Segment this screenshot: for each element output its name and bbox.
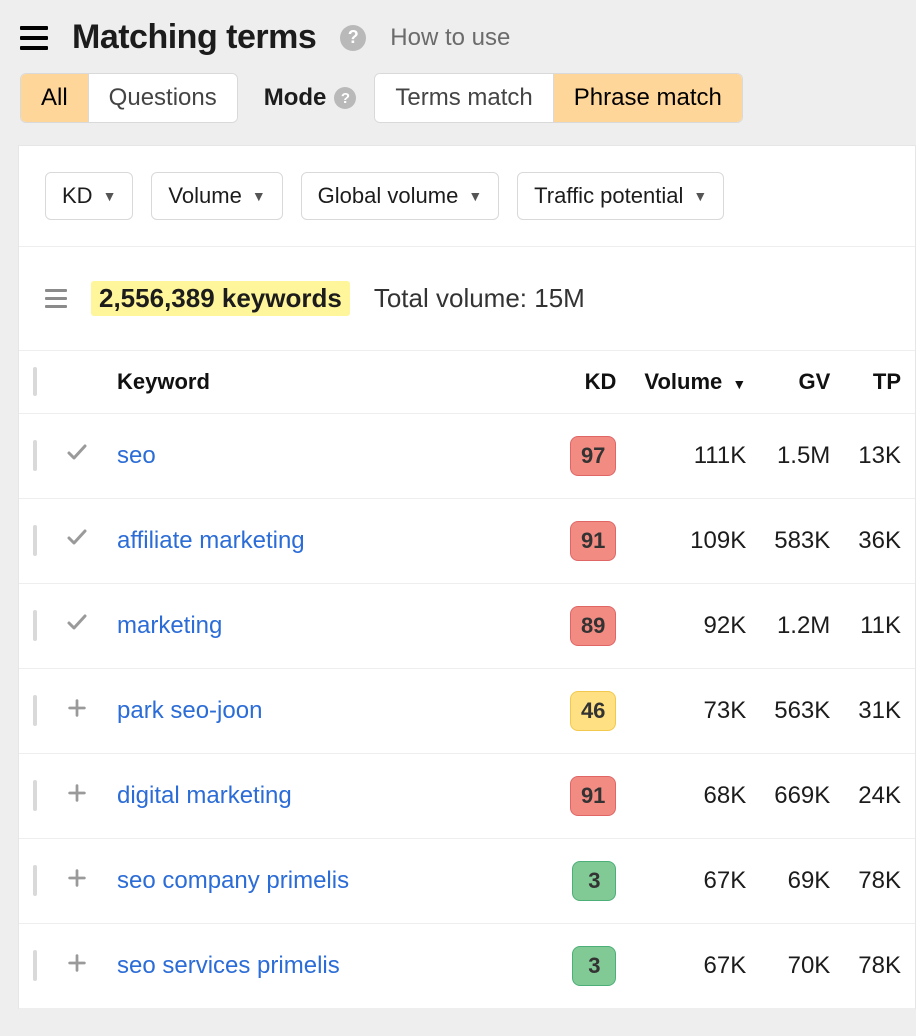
cell-volume: 67K (630, 924, 760, 1009)
keyword-link[interactable]: seo (117, 442, 156, 469)
total-volume: Total volume: 15M (374, 283, 585, 314)
cell-gv: 669K (760, 754, 844, 839)
plus-icon[interactable] (65, 866, 89, 890)
cell-volume: 109K (630, 499, 760, 584)
col-volume-label: Volume (644, 369, 722, 394)
kd-badge: 91 (570, 521, 616, 561)
chevron-down-icon: ▼ (103, 188, 117, 204)
cell-gv: 1.2M (760, 584, 844, 669)
results-panel: KD▼Volume▼Global volume▼Traffic potentia… (18, 145, 916, 1009)
filter-label: KD (62, 183, 93, 209)
cell-tp: 24K (844, 754, 915, 839)
filter-label: Traffic potential (534, 183, 683, 209)
cell-volume: 67K (630, 839, 760, 924)
how-to-use-link[interactable]: How to use (390, 24, 510, 52)
col-gv[interactable]: GV (760, 351, 844, 414)
cell-gv: 583K (760, 499, 844, 584)
filter-label: Volume (168, 183, 241, 209)
col-checkbox (19, 351, 51, 414)
filter-global-volume[interactable]: Global volume ▼ (301, 172, 500, 220)
col-kd[interactable]: KD (556, 351, 630, 414)
cell-volume: 68K (630, 754, 760, 839)
keyword-link[interactable]: seo services primelis (117, 952, 340, 979)
type-filter-all[interactable]: All (21, 74, 88, 122)
filter-kd[interactable]: KD ▼ (45, 172, 133, 220)
table-row: marketing 89 92K1.2M11K (19, 584, 915, 669)
table-row: park seo-joon 46 73K563K31K (19, 669, 915, 754)
density-icon[interactable] (45, 289, 67, 308)
row-checkbox[interactable] (33, 865, 37, 896)
col-volume[interactable]: Volume ▼ (630, 351, 760, 414)
table-row: seo services primelis 3 67K70K78K (19, 924, 915, 1009)
keyword-link[interactable]: affiliate marketing (117, 527, 305, 554)
keywords-count: 2,556,389 keywords (91, 281, 350, 316)
plus-icon[interactable] (65, 696, 89, 720)
select-all-checkbox[interactable] (33, 367, 37, 396)
cell-gv: 69K (760, 839, 844, 924)
kd-badge: 46 (570, 691, 616, 731)
keyword-link[interactable]: seo company primelis (117, 867, 349, 894)
row-checkbox[interactable] (33, 440, 37, 471)
kd-badge: 3 (572, 861, 616, 901)
cell-tp: 31K (844, 669, 915, 754)
mode-help-icon[interactable]: ? (334, 87, 356, 109)
cell-volume: 73K (630, 669, 760, 754)
kd-badge: 91 (570, 776, 616, 816)
keyword-link[interactable]: digital marketing (117, 782, 292, 809)
cell-tp: 78K (844, 839, 915, 924)
row-checkbox[interactable] (33, 610, 37, 641)
kd-badge: 97 (570, 436, 616, 476)
filter-volume[interactable]: Volume ▼ (151, 172, 282, 220)
sort-desc-icon: ▼ (732, 376, 746, 392)
filter-label: Global volume (318, 183, 459, 209)
check-icon (65, 525, 89, 549)
type-filter-questions[interactable]: Questions (88, 74, 237, 122)
table-row: affiliate marketing 91 109K583K36K (19, 499, 915, 584)
col-tp[interactable]: TP (844, 351, 915, 414)
cell-tp: 13K (844, 414, 915, 499)
cell-tp: 36K (844, 499, 915, 584)
summary-bar: 2,556,389 keywords Total volume: 15M (19, 247, 915, 350)
keyword-link[interactable]: park seo-joon (117, 697, 262, 724)
cell-gv: 563K (760, 669, 844, 754)
keyword-link[interactable]: marketing (117, 612, 222, 639)
plus-icon[interactable] (65, 781, 89, 805)
help-icon[interactable]: ? (340, 25, 366, 51)
table-row: seo company primelis 3 67K69K78K (19, 839, 915, 924)
menu-toggle[interactable] (20, 26, 48, 50)
row-checkbox[interactable] (33, 525, 37, 556)
cell-gv: 1.5M (760, 414, 844, 499)
chevron-down-icon: ▼ (252, 188, 266, 204)
row-checkbox[interactable] (33, 695, 37, 726)
cell-volume: 111K (630, 414, 760, 499)
row-checkbox[interactable] (33, 780, 37, 811)
cell-volume: 92K (630, 584, 760, 669)
table-row: digital marketing 91 68K669K24K (19, 754, 915, 839)
page-title: Matching terms (72, 18, 316, 57)
type-filter-group: AllQuestions (20, 73, 238, 123)
mode-label-text: Mode (264, 84, 327, 112)
chevron-down-icon: ▼ (468, 188, 482, 204)
table-row: seo 97 111K1.5M13K (19, 414, 915, 499)
filter-traffic-potential[interactable]: Traffic potential ▼ (517, 172, 724, 220)
cell-tp: 78K (844, 924, 915, 1009)
kd-badge: 89 (570, 606, 616, 646)
cell-gv: 70K (760, 924, 844, 1009)
mode-phrase-match[interactable]: Phrase match (553, 74, 742, 122)
check-icon (65, 440, 89, 464)
mode-terms-match[interactable]: Terms match (375, 74, 552, 122)
chevron-down-icon: ▼ (693, 188, 707, 204)
metric-filters: KD▼Volume▼Global volume▼Traffic potentia… (19, 146, 915, 247)
mode-group: Terms matchPhrase match (374, 73, 742, 123)
col-keyword[interactable]: Keyword (103, 351, 556, 414)
mode-label: Mode ? (264, 84, 357, 112)
plus-icon[interactable] (65, 951, 89, 975)
keywords-table: Keyword KD Volume ▼ GV TP seo97111K1.5M1… (19, 350, 915, 1009)
row-checkbox[interactable] (33, 950, 37, 981)
kd-badge: 3 (572, 946, 616, 986)
cell-tp: 11K (844, 584, 915, 669)
check-icon (65, 610, 89, 634)
